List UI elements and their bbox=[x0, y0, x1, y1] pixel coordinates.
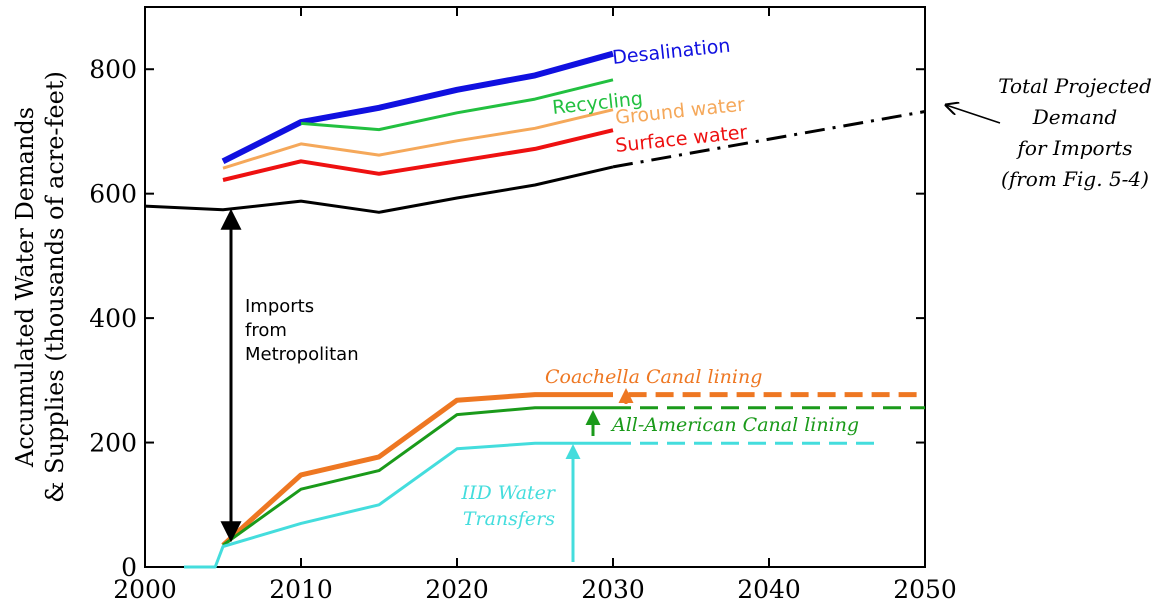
line-series-6 bbox=[221, 392, 613, 548]
y-tick-label: 200 bbox=[89, 429, 137, 458]
y-tick-label: 400 bbox=[89, 304, 137, 333]
label-all-american: All-American Canal lining bbox=[610, 414, 859, 436]
y-tick-label: 800 bbox=[89, 55, 137, 84]
y-tick-label: 0 bbox=[121, 553, 137, 582]
x-tick-label: 2020 bbox=[425, 575, 489, 604]
x-tick-label: 2010 bbox=[269, 575, 333, 604]
plot-frame bbox=[144, 6, 926, 568]
line-ground-water bbox=[222, 108, 614, 170]
y-axis-label-line2: & Supplies (thousands of acre-feet) bbox=[41, 71, 69, 503]
label-imports-1: Imports bbox=[245, 296, 314, 317]
line-recycling bbox=[300, 78, 614, 132]
line-series-10 bbox=[184, 441, 613, 569]
line-series-5 bbox=[612, 110, 926, 169]
total-demand-arrow bbox=[946, 105, 1001, 124]
label-coachella: Coachella Canal lining bbox=[545, 366, 762, 388]
line-series-8 bbox=[222, 406, 613, 547]
x-tick-label: 2040 bbox=[737, 575, 801, 604]
x-tick-label: 2000 bbox=[113, 575, 177, 604]
x-tick-label: 2030 bbox=[581, 575, 645, 604]
label-iid-1: IID Water bbox=[461, 482, 557, 504]
line-surface-water bbox=[222, 128, 614, 182]
label-imports-3: Metropolitan bbox=[245, 344, 359, 365]
label-iid-2: Transfers bbox=[463, 508, 555, 530]
annotations: Desalination Recycling Ground water Surf… bbox=[245, 35, 1152, 530]
label-desalination: Desalination bbox=[611, 35, 731, 69]
series-lines bbox=[144, 50, 926, 569]
label-total-4: (from Fig. 5-4) bbox=[1001, 167, 1149, 191]
y-axis-label-line1: Accumulated Water Demands bbox=[11, 107, 39, 468]
line-desalination bbox=[221, 50, 614, 164]
label-imports-2: from bbox=[245, 320, 287, 341]
label-total-2: Demand bbox=[1032, 105, 1117, 129]
y-axis-label: Accumulated Water Demands & Supplies (th… bbox=[11, 71, 69, 503]
x-tick-label: 2050 bbox=[893, 575, 957, 604]
y-tick-label: 600 bbox=[89, 180, 137, 209]
annotation-arrows bbox=[220, 105, 1001, 562]
axes: 2000 2010 2020 2030 2040 2050 0 200 400 600 800 bbox=[89, 7, 957, 604]
label-total-1: Total Projected bbox=[998, 74, 1152, 98]
label-total-3: for Imports bbox=[1016, 136, 1133, 160]
